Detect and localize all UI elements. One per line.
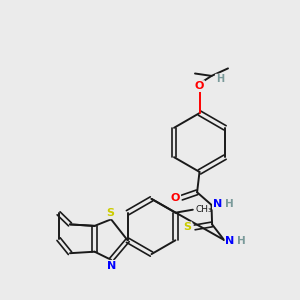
Text: O: O xyxy=(171,193,180,203)
Text: H: H xyxy=(237,236,246,246)
Text: O: O xyxy=(195,81,204,91)
Text: N: N xyxy=(213,199,222,209)
Text: CH₃: CH₃ xyxy=(196,205,212,214)
Text: S: S xyxy=(106,208,115,218)
Text: S: S xyxy=(184,222,191,233)
Text: N: N xyxy=(226,236,235,246)
Text: H: H xyxy=(216,74,224,85)
Text: H: H xyxy=(224,199,233,209)
Text: N: N xyxy=(107,261,116,271)
